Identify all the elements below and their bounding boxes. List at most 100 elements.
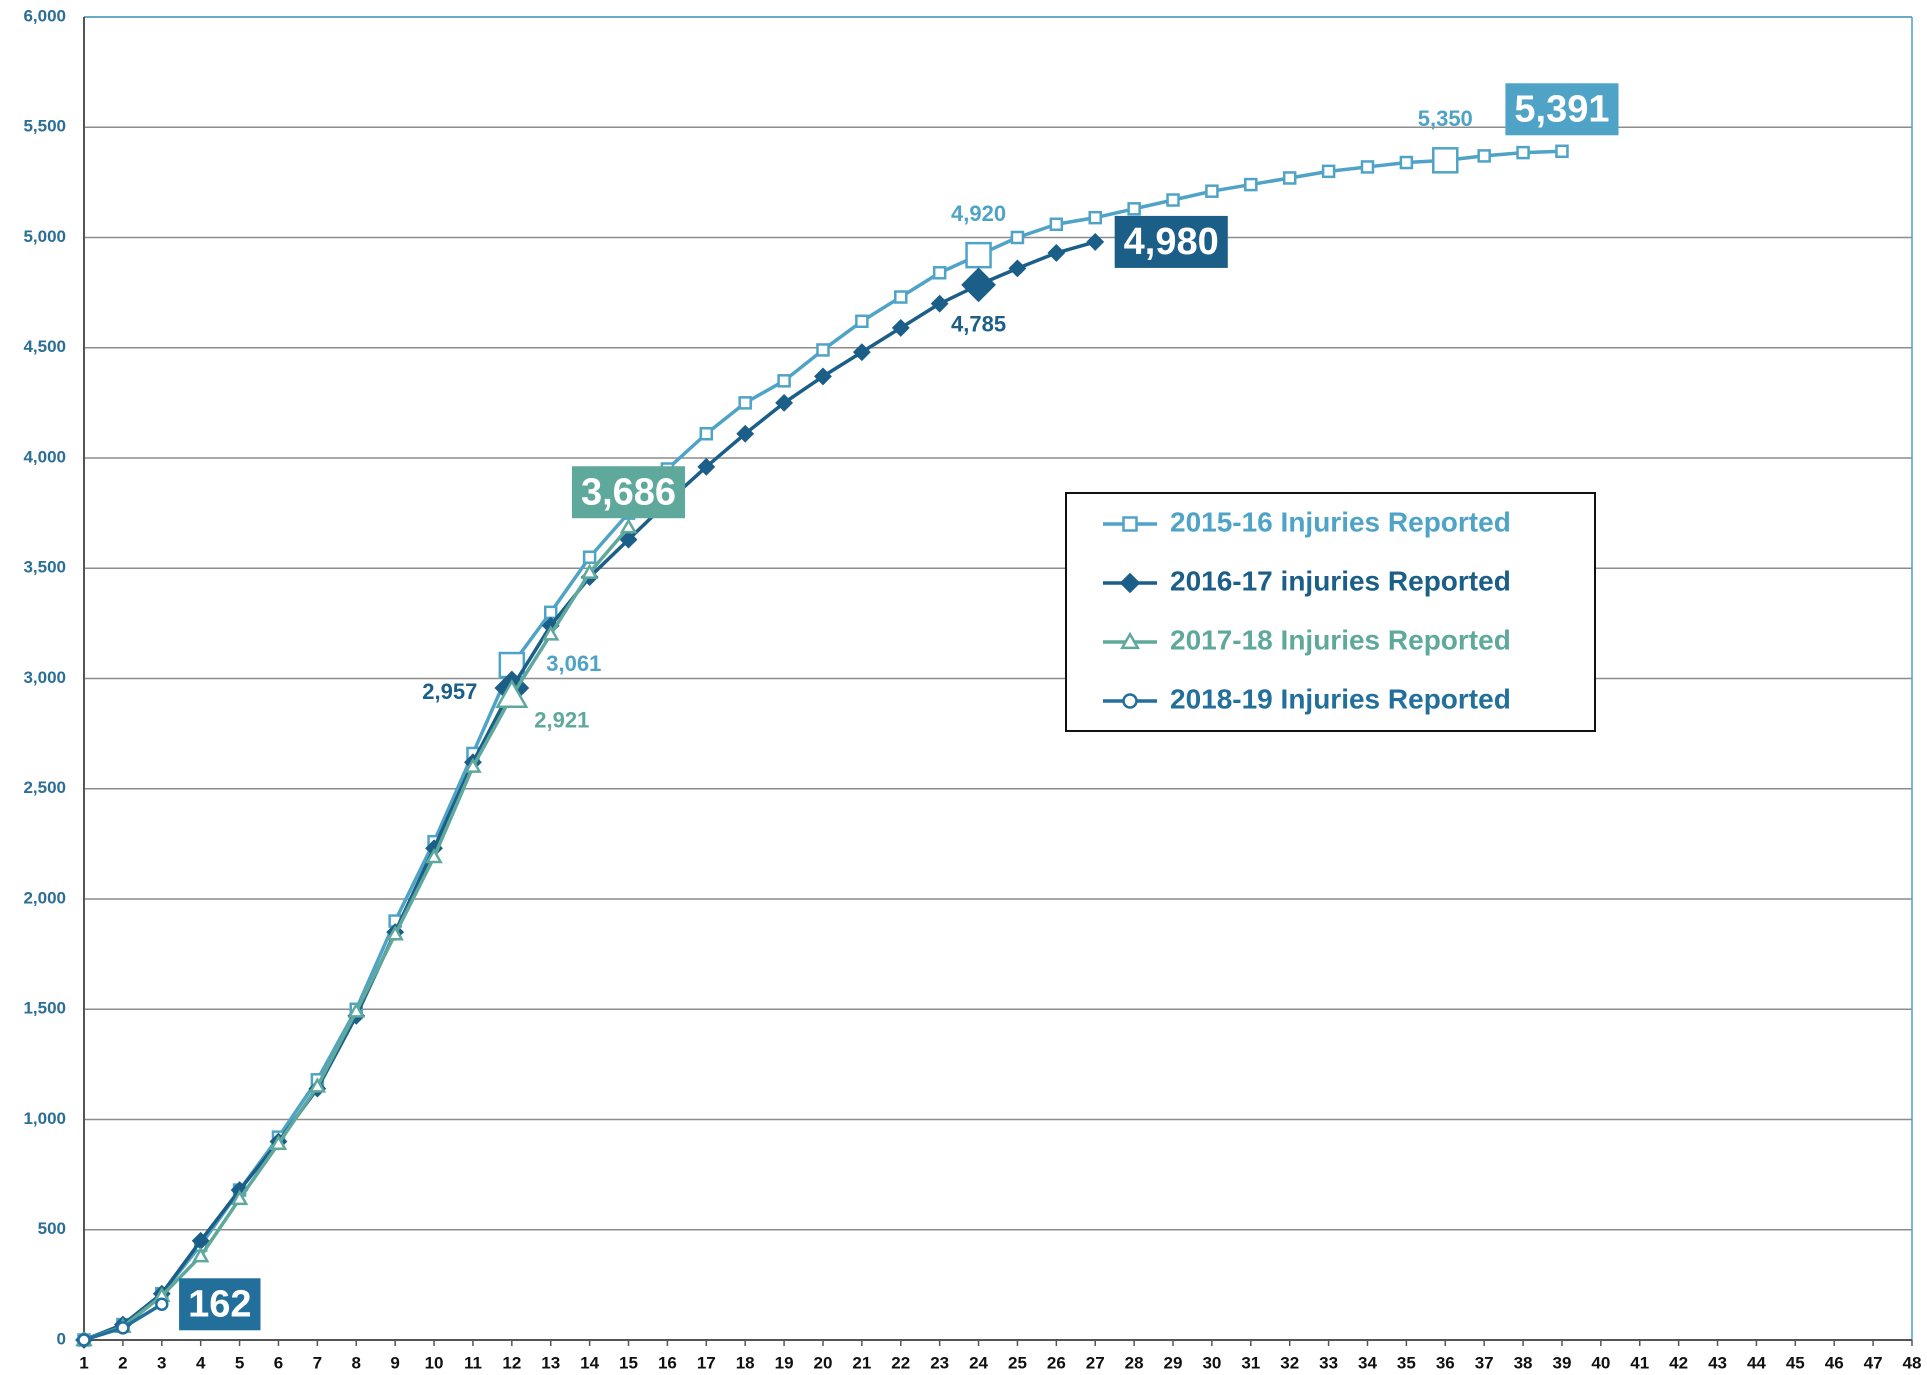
legend-label: 2017-18 Injuries Reported: [1170, 624, 1511, 655]
x-tick-label: 43: [1708, 1353, 1727, 1372]
x-tick-label: 44: [1747, 1353, 1766, 1372]
marker: [1360, 160, 1375, 174]
marker: [1399, 155, 1414, 170]
x-tick-label: 46: [1825, 1353, 1844, 1372]
marker: [775, 393, 794, 412]
data-label: 4,980: [1124, 221, 1219, 263]
marker: [1282, 171, 1297, 185]
marker: [1321, 164, 1336, 179]
series-line: [83, 526, 630, 1342]
x-tick-label: 48: [1903, 1353, 1922, 1372]
legend: 2015-16 Injuries Reported 2016-17 injurie…: [1065, 492, 1596, 732]
marker: [541, 625, 560, 641]
marker: [961, 267, 996, 303]
data-label-box: [571, 466, 686, 519]
marker: [308, 1077, 327, 1093]
x-tick-label: 1: [79, 1353, 88, 1372]
marker: [495, 679, 529, 708]
series-line: [83, 240, 1096, 1342]
y-tick-label: 4,000: [23, 447, 66, 466]
x-tick-label: 45: [1786, 1353, 1805, 1372]
y-tick-label: 2,500: [23, 778, 66, 797]
marker: [1516, 145, 1530, 160]
marker: [230, 1189, 249, 1206]
marker: [543, 605, 558, 620]
data-label: 5,391: [1514, 88, 1609, 130]
marker: [1120, 631, 1140, 650]
marker: [386, 925, 404, 941]
x-tick-label: 47: [1864, 1353, 1883, 1372]
marker: [816, 343, 830, 357]
x-tick-label: 25: [1008, 1353, 1027, 1372]
marker: [425, 847, 443, 864]
legend-label: 2015-16 Injuries Reported: [1170, 506, 1511, 537]
x-tick-label: 34: [1358, 1353, 1377, 1372]
marker: [1477, 149, 1491, 163]
marker: [1122, 516, 1138, 532]
x-tick-label: 14: [580, 1353, 599, 1372]
marker: [464, 757, 482, 773]
x-tick-label: 26: [1047, 1353, 1066, 1372]
x-tick-label: 23: [930, 1353, 949, 1372]
marker: [116, 1321, 130, 1335]
marker: [738, 396, 752, 410]
marker: [852, 343, 871, 362]
x-tick-label: 40: [1591, 1353, 1610, 1372]
marker: [697, 457, 716, 476]
x-tick-label: 10: [425, 1353, 444, 1372]
x-tick-label: 36: [1436, 1353, 1455, 1372]
data-label: 3,686: [581, 471, 676, 513]
x-tick-label: 33: [1319, 1353, 1338, 1372]
x-tick-label: 22: [891, 1353, 910, 1372]
marker: [777, 374, 791, 388]
x-tick-label: 30: [1202, 1353, 1221, 1372]
x-tick-label: 41: [1630, 1353, 1649, 1372]
x-tick-label: 31: [1241, 1353, 1260, 1372]
data-label: 3,061: [546, 651, 601, 676]
y-tick-label: 1,000: [23, 1109, 66, 1128]
marker: [1166, 193, 1180, 207]
marker: [1205, 184, 1219, 198]
x-tick-label: 39: [1552, 1353, 1571, 1372]
marker: [619, 530, 638, 549]
marker: [699, 426, 714, 441]
x-tick-label: 19: [775, 1353, 794, 1372]
marker: [1008, 259, 1027, 278]
legend-label: 2018-19 Injuries Reported: [1170, 683, 1511, 714]
y-tick-label: 0: [57, 1329, 66, 1348]
x-tick-label: 5: [235, 1353, 244, 1372]
marker: [855, 314, 869, 329]
x-tick-label: 32: [1280, 1353, 1299, 1372]
x-tick-label: 2: [118, 1353, 127, 1372]
marker: [1049, 217, 1064, 232]
marker: [1244, 177, 1258, 192]
x-tick-label: 6: [274, 1353, 283, 1372]
x-tick-label: 11: [464, 1353, 482, 1372]
series: 2,921 3,686: [75, 466, 686, 1347]
x-tick-label: 8: [352, 1353, 361, 1372]
x-tick-label: 28: [1125, 1353, 1144, 1372]
marker: [580, 563, 599, 579]
y-tick-label: 6,000: [23, 6, 66, 25]
marker: [930, 294, 949, 313]
data-label-box: [179, 1278, 261, 1331]
x-tick-label: 16: [658, 1353, 677, 1372]
data-label: 4,785: [951, 312, 1006, 337]
x-tick-label: 20: [814, 1353, 833, 1372]
data-label: 4,920: [951, 201, 1006, 226]
x-tick-label: 21: [852, 1353, 871, 1372]
marker: [814, 367, 832, 386]
marker: [1119, 572, 1141, 594]
x-tick-label: 9: [390, 1353, 399, 1372]
marker: [269, 1134, 288, 1150]
marker: [191, 1247, 210, 1263]
marker: [891, 318, 910, 337]
series: 2,957 4,785 4,980: [75, 215, 1228, 1349]
series: 162: [77, 1278, 261, 1347]
data-label-box: [1505, 83, 1619, 136]
marker: [347, 1002, 366, 1018]
marker: [1432, 147, 1459, 174]
x-tick-label: 38: [1514, 1353, 1533, 1372]
